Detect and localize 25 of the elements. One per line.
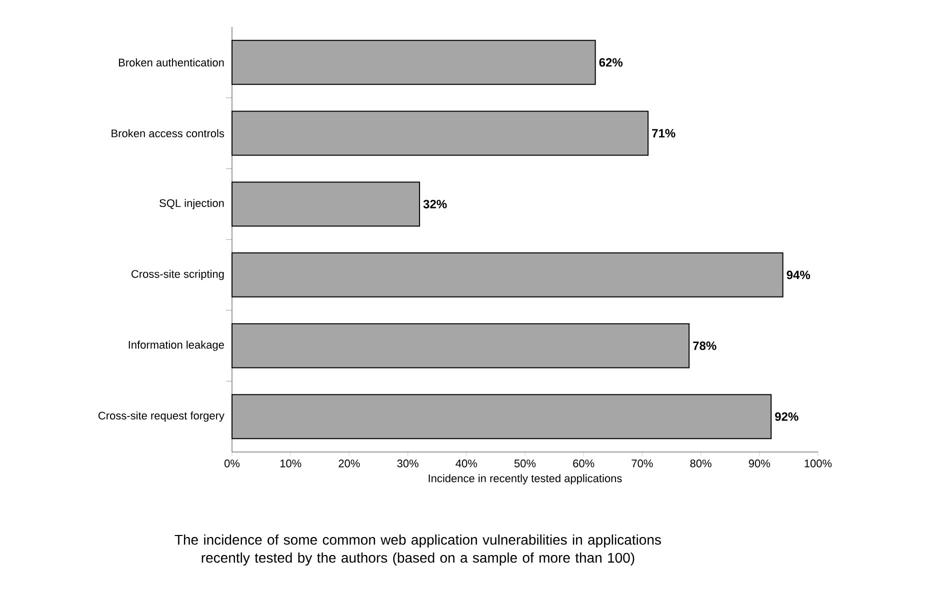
x-tick-label: 50%: [514, 460, 536, 468]
text: The incidence of some common web application vulnerabilities in applications recently tested by the authors (based on a sample of more than 100): [174, 534, 661, 566]
x-tick-label: 30%: [397, 460, 418, 468]
x-tick-label: 70%: [632, 460, 653, 468]
y-tick-label: Broken access controls: [112, 129, 224, 138]
x-tick-label: 0%: [224, 460, 240, 468]
x-tick-label: 60%: [573, 460, 594, 468]
data-label: 78%: [693, 342, 716, 350]
y-tick-label: Cross-site request forgery: [98, 411, 224, 422]
x-tick-label: 80%: [690, 460, 712, 468]
x-tick-label: 100%: [804, 460, 832, 468]
x-tick-label: 40%: [456, 460, 478, 468]
x-axis-title: Incidence in recently tested applications: [428, 474, 622, 484]
x-tick-label: 90%: [748, 460, 770, 468]
data-label: 71%: [652, 129, 676, 138]
y-tick-label: SQL injection: [160, 198, 224, 210]
y-tick-label: Cross-site scripting: [132, 270, 224, 280]
data-label: 32%: [423, 200, 447, 208]
data-label: 62%: [599, 58, 623, 67]
y-tick-label: Broken authentication: [118, 58, 224, 66]
x-tick-label: 10%: [280, 460, 302, 468]
data-label: 92%: [775, 412, 798, 421]
y-tick-label: Information leakage: [128, 340, 224, 351]
data-label: 94%: [786, 270, 810, 280]
x-tick-label: 20%: [338, 460, 360, 468]
